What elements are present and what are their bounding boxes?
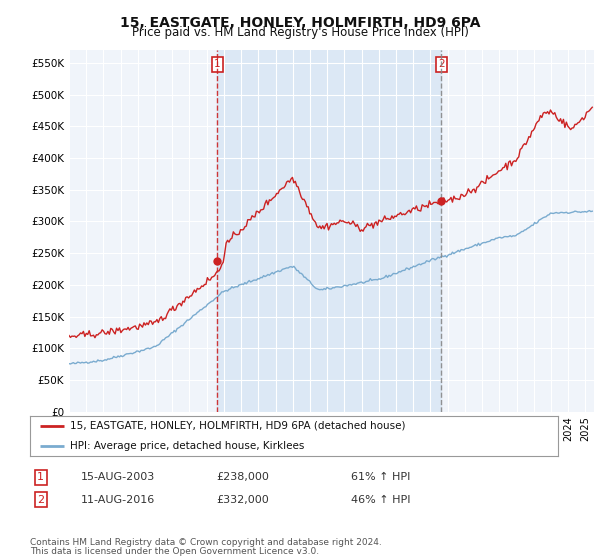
Text: HPI: Average price, detached house, Kirklees: HPI: Average price, detached house, Kirk…	[70, 441, 304, 451]
Text: 1: 1	[37, 472, 44, 482]
Text: Price paid vs. HM Land Registry's House Price Index (HPI): Price paid vs. HM Land Registry's House …	[131, 26, 469, 39]
Text: £332,000: £332,000	[216, 494, 269, 505]
Text: 61% ↑ HPI: 61% ↑ HPI	[351, 472, 410, 482]
Text: 1: 1	[214, 59, 221, 69]
Text: 2: 2	[438, 59, 445, 69]
Text: Contains HM Land Registry data © Crown copyright and database right 2024.: Contains HM Land Registry data © Crown c…	[30, 538, 382, 547]
Text: 11-AUG-2016: 11-AUG-2016	[81, 494, 155, 505]
Bar	[217, 50, 441, 412]
Text: 15, EASTGATE, HONLEY, HOLMFIRTH, HD9 6PA: 15, EASTGATE, HONLEY, HOLMFIRTH, HD9 6PA	[120, 16, 480, 30]
Text: 15, EASTGATE, HONLEY, HOLMFIRTH, HD9 6PA (detached house): 15, EASTGATE, HONLEY, HOLMFIRTH, HD9 6PA…	[70, 421, 405, 431]
Text: 46% ↑ HPI: 46% ↑ HPI	[351, 494, 410, 505]
Text: £238,000: £238,000	[216, 472, 269, 482]
Text: This data is licensed under the Open Government Licence v3.0.: This data is licensed under the Open Gov…	[30, 547, 319, 556]
Text: 15-AUG-2003: 15-AUG-2003	[81, 472, 155, 482]
Text: 2: 2	[37, 494, 44, 505]
